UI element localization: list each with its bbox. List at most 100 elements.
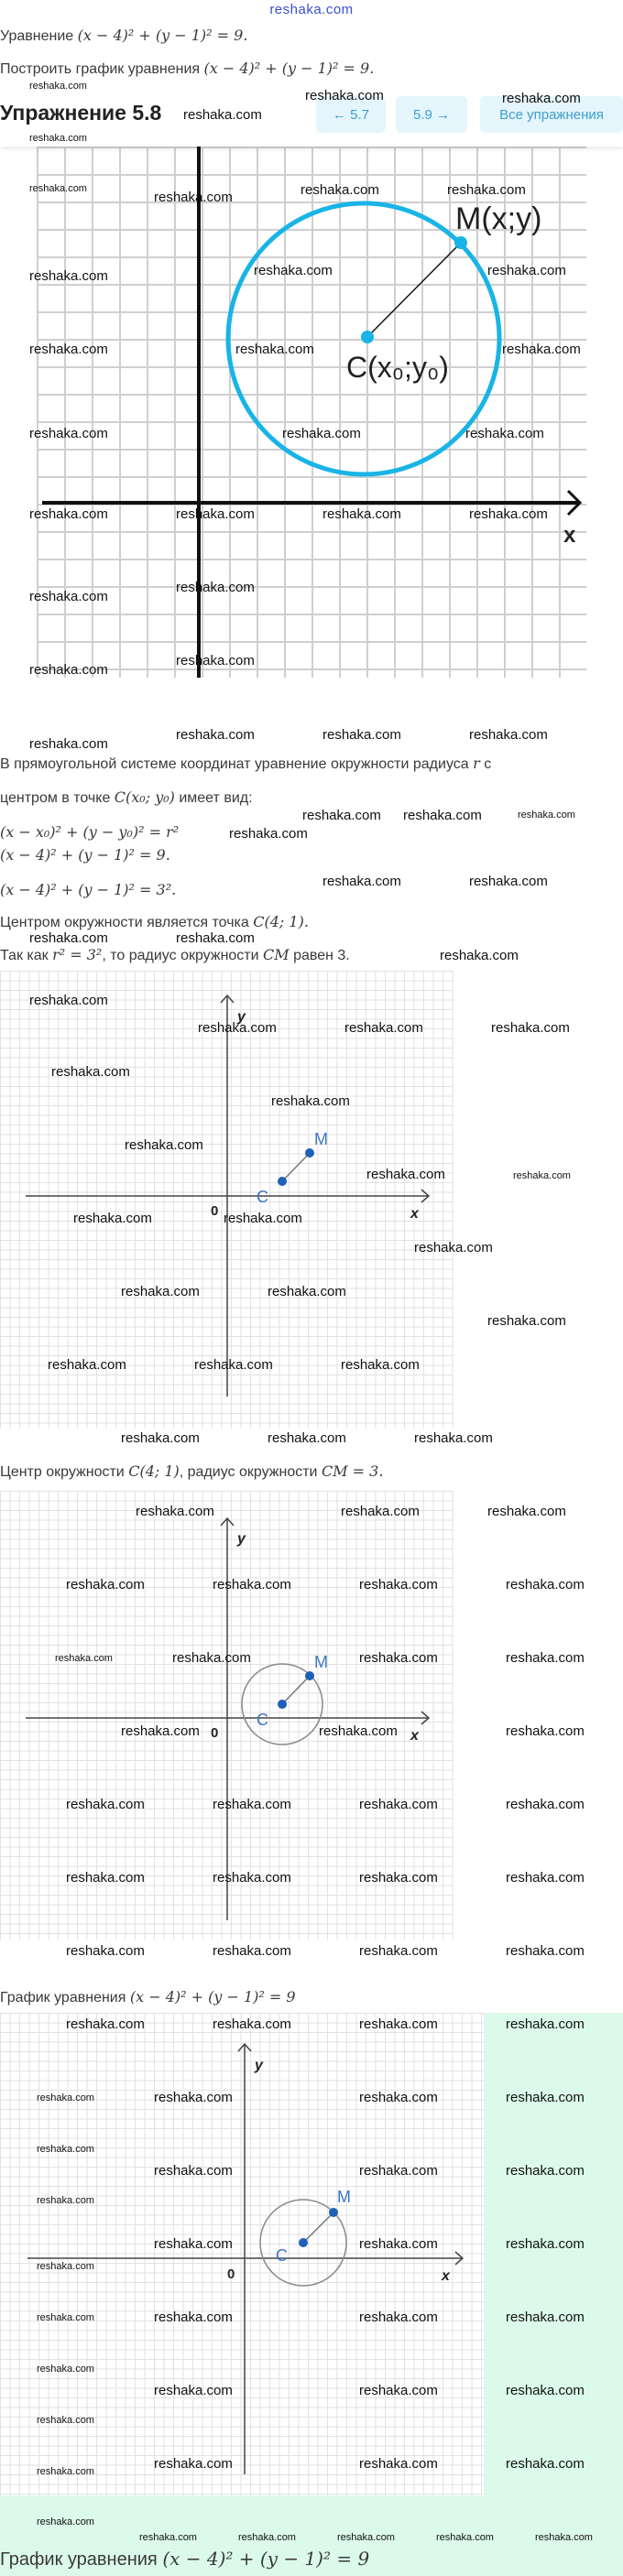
text: Центр окружности xyxy=(0,1464,125,1480)
watermark: reshaka.com xyxy=(319,1723,398,1739)
watermark: reshaka.com xyxy=(506,2016,585,2032)
watermark: reshaka.com xyxy=(518,810,575,821)
watermark: reshaka.com xyxy=(506,1723,585,1739)
watermark: reshaka.com xyxy=(341,1357,420,1373)
y-axis-arrow xyxy=(220,1516,235,1527)
point-c-label: C(x₀;y₀) xyxy=(346,351,449,384)
x-axis-label: x xyxy=(563,523,576,548)
all-exercises-button[interactable]: Все упражнения xyxy=(480,96,623,133)
watermark: reshaka.com xyxy=(271,1093,350,1109)
prev-exercise-button[interactable]: ← 5.7 xyxy=(316,96,386,133)
footer-panel xyxy=(0,2495,623,2576)
watermark: reshaka.com xyxy=(37,2144,94,2155)
watermark: reshaka.com xyxy=(487,1313,566,1329)
watermark: reshaka.com xyxy=(305,88,384,103)
watermark: reshaka.com xyxy=(213,1870,291,1886)
watermark: reshaka.com xyxy=(176,727,255,743)
watermark: reshaka.com xyxy=(359,1650,438,1666)
y-axis-label: y xyxy=(254,2058,264,2073)
x-axis-label: x xyxy=(410,1728,420,1744)
watermark: reshaka.com xyxy=(469,727,548,743)
site-logo[interactable]: reshaka.com xyxy=(269,2,354,17)
watermark: reshaka.com xyxy=(341,1504,420,1519)
watermark: reshaka.com xyxy=(176,580,255,595)
math: C(x₀; y₀) xyxy=(114,788,175,806)
text: Центром окружности является точка xyxy=(0,915,249,930)
watermark: reshaka.com xyxy=(436,2532,494,2543)
watermark: reshaka.com xyxy=(29,183,87,194)
next-exercise-button[interactable]: 5.9 → xyxy=(396,96,467,133)
watermark: reshaka.com xyxy=(29,589,108,604)
watermark: reshaka.com xyxy=(29,506,108,522)
y-axis-label: y xyxy=(236,1531,246,1547)
point-m-label: M xyxy=(337,2188,351,2206)
watermark: reshaka.com xyxy=(359,1797,438,1812)
radius-segment xyxy=(281,1152,311,1182)
watermark: reshaka.com xyxy=(337,2532,395,2543)
watermark: reshaka.com xyxy=(282,426,361,441)
figure-1-diagram: M(x;y) C(x₀;y₀) x xyxy=(42,147,583,678)
point-m-label: M(x;y) xyxy=(455,201,541,236)
watermark: reshaka.com xyxy=(447,182,526,198)
watermark: reshaka.com xyxy=(322,874,401,889)
watermark: reshaka.com xyxy=(506,2163,585,2179)
watermark: reshaka.com xyxy=(29,930,108,946)
text: , то радиус окружности xyxy=(102,948,259,963)
radius-segment xyxy=(366,242,462,338)
watermark: reshaka.com xyxy=(213,1797,291,1812)
circle xyxy=(241,1663,323,1745)
watermark: reshaka.com xyxy=(414,1240,493,1255)
watermark: reshaka.com xyxy=(535,2532,593,2543)
watermark: reshaka.com xyxy=(37,2466,94,2477)
watermark: reshaka.com xyxy=(29,133,87,144)
watermark: reshaka.com xyxy=(29,268,108,284)
figure-2-diagram: C M 0 x y xyxy=(26,994,431,1397)
watermark: reshaka.com xyxy=(176,653,255,668)
point-m-label: M xyxy=(314,1130,328,1148)
watermark: reshaka.com xyxy=(198,1020,277,1036)
watermark: reshaka.com xyxy=(513,1170,571,1181)
watermark: reshaka.com xyxy=(506,1797,585,1812)
graph-caption: График уравнения (x − 4)² + (y − 1)² = 9 xyxy=(0,1989,296,2006)
watermark: reshaka.com xyxy=(172,1650,251,1666)
watermark: reshaka.com xyxy=(502,91,581,106)
watermark: reshaka.com xyxy=(359,1870,438,1886)
x-axis-label: x xyxy=(410,1206,420,1222)
watermark: reshaka.com xyxy=(359,2016,438,2032)
radius-segment xyxy=(281,1675,311,1705)
watermark: reshaka.com xyxy=(37,2092,94,2103)
watermark: reshaka.com xyxy=(51,1064,130,1080)
final-caption: График уравнения (x − 4)² + (y − 1)² = 9 xyxy=(0,2549,369,2571)
formula-2: (x − 4)² + (y − 1)² = 9. xyxy=(0,846,170,864)
watermark: reshaka.com xyxy=(139,2532,197,2543)
text: График уравнения xyxy=(0,1990,126,2005)
equation-line: Уравнение (x − 4)² + (y − 1)² = 9. xyxy=(0,27,247,45)
origin-label: 0 xyxy=(227,2266,235,2282)
watermark: reshaka.com xyxy=(176,506,255,522)
origin-label: 0 xyxy=(211,1203,218,1219)
side-panel xyxy=(484,2013,623,2576)
formula-general: (x − x₀)² + (y − y₀)² = r² xyxy=(0,823,180,841)
watermark: reshaka.com xyxy=(213,1943,291,1959)
text: с xyxy=(484,756,492,772)
watermark: reshaka.com xyxy=(66,2016,145,2032)
watermark: reshaka.com xyxy=(301,182,379,198)
watermark: reshaka.com xyxy=(66,1870,145,1886)
circle xyxy=(225,201,502,477)
watermark: reshaka.com xyxy=(121,1430,200,1446)
watermark: reshaka.com xyxy=(414,1430,493,1446)
watermark: reshaka.com xyxy=(29,426,108,441)
math: r² = 3² xyxy=(52,946,103,963)
math: r xyxy=(473,755,480,772)
y-axis-arrow xyxy=(220,994,235,1004)
watermark: reshaka.com xyxy=(359,2090,438,2105)
math: CM = 3. xyxy=(321,1462,384,1480)
watermark: reshaka.com xyxy=(506,1650,585,1666)
watermark: reshaka.com xyxy=(268,1284,346,1299)
radius-segment xyxy=(302,2212,334,2244)
watermark: reshaka.com xyxy=(154,2090,233,2105)
watermark: reshaka.com xyxy=(66,1797,145,1812)
center-point xyxy=(278,1177,287,1186)
text: Так как xyxy=(0,948,49,963)
